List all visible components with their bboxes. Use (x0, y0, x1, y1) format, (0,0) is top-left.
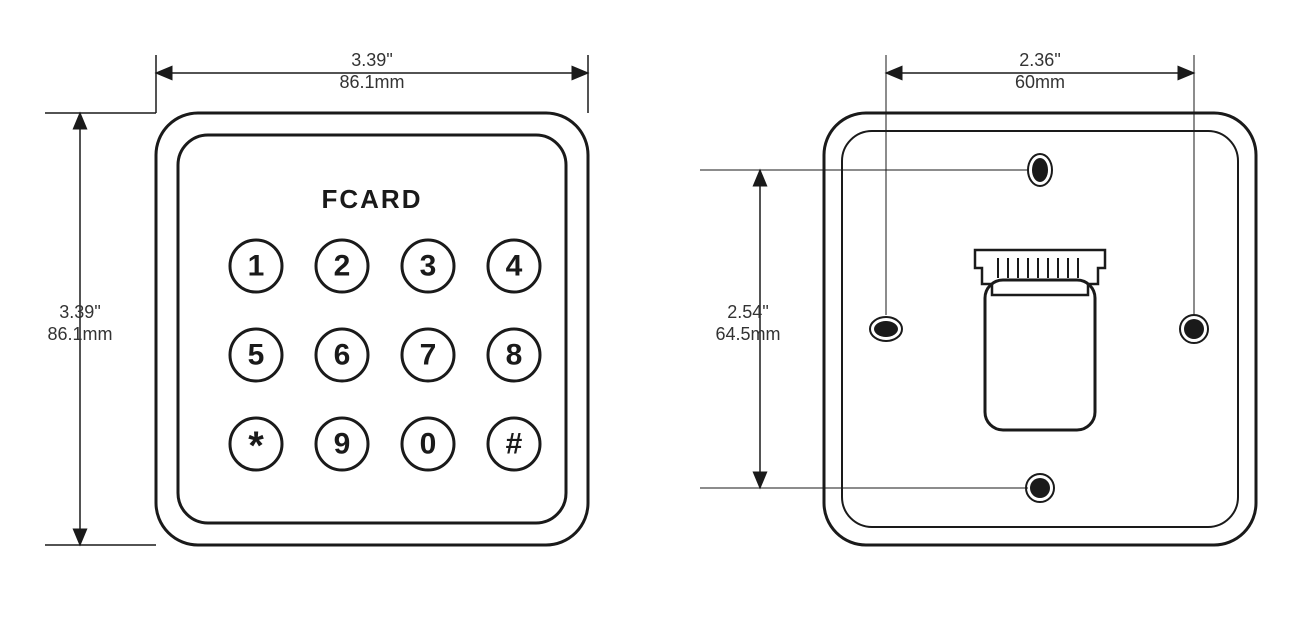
svg-text:0: 0 (420, 428, 437, 461)
diagram-container: FCARD 1 2 3 4 5 6 7 8 * 9 0 # 3.39" 86.1… (0, 0, 1313, 617)
mount-hole-left (870, 317, 902, 341)
svg-text:4: 4 (506, 250, 523, 283)
key-4[interactable]: 4 (488, 240, 540, 292)
dim-front-width-in: 3.39" (351, 50, 392, 70)
svg-text:8: 8 (506, 339, 523, 372)
back-view (824, 113, 1256, 545)
key-9[interactable]: 9 (316, 418, 368, 470)
dim-front-width-mm: 86.1mm (339, 72, 404, 92)
technical-drawing: FCARD 1 2 3 4 5 6 7 8 * 9 0 # 3.39" 86.1… (0, 0, 1313, 617)
key-1[interactable]: 1 (230, 240, 282, 292)
dim-back-width-in: 2.36" (1019, 50, 1060, 70)
front-outer-shell (156, 113, 588, 545)
key-0[interactable]: 0 (402, 418, 454, 470)
svg-text:*: * (248, 424, 264, 468)
dim-front-height-in: 3.39" (59, 302, 100, 322)
key-2[interactable]: 2 (316, 240, 368, 292)
dim-back-height-in: 2.54" (727, 302, 768, 322)
keypad: 1 2 3 4 5 6 7 8 * 9 0 # (230, 240, 540, 470)
svg-text:3: 3 (420, 250, 437, 283)
front-view: FCARD 1 2 3 4 5 6 7 8 * 9 0 # (156, 113, 588, 545)
svg-text:6: 6 (334, 339, 351, 372)
dim-back-width-mm: 60mm (1015, 72, 1065, 92)
svg-text:7: 7 (420, 339, 437, 372)
key-star[interactable]: * (230, 418, 282, 470)
key-6[interactable]: 6 (316, 329, 368, 381)
key-8[interactable]: 8 (488, 329, 540, 381)
mount-hole-bottom (1026, 474, 1054, 502)
key-3[interactable]: 3 (402, 240, 454, 292)
mount-hole-top (1028, 154, 1052, 186)
dim-back-height: 2.54" 64.5mm (700, 170, 1028, 488)
svg-text:5: 5 (248, 339, 265, 372)
dim-front-height: 3.39" 86.1mm (45, 113, 156, 545)
dim-front-width: 3.39" 86.1mm (156, 50, 588, 113)
brand-label: FCARD (322, 184, 423, 214)
svg-text:9: 9 (334, 428, 351, 461)
dim-back-height-mm: 64.5mm (715, 324, 780, 344)
key-5[interactable]: 5 (230, 329, 282, 381)
svg-text:2: 2 (334, 250, 351, 283)
key-7[interactable]: 7 (402, 329, 454, 381)
svg-text:1: 1 (248, 250, 265, 283)
svg-text:#: # (506, 428, 523, 461)
dim-back-width: 2.36" 60mm (886, 50, 1194, 315)
mount-hole-right (1180, 315, 1208, 343)
connector-port (975, 250, 1105, 430)
key-hash[interactable]: # (488, 418, 540, 470)
dim-front-height-mm: 86.1mm (47, 324, 112, 344)
